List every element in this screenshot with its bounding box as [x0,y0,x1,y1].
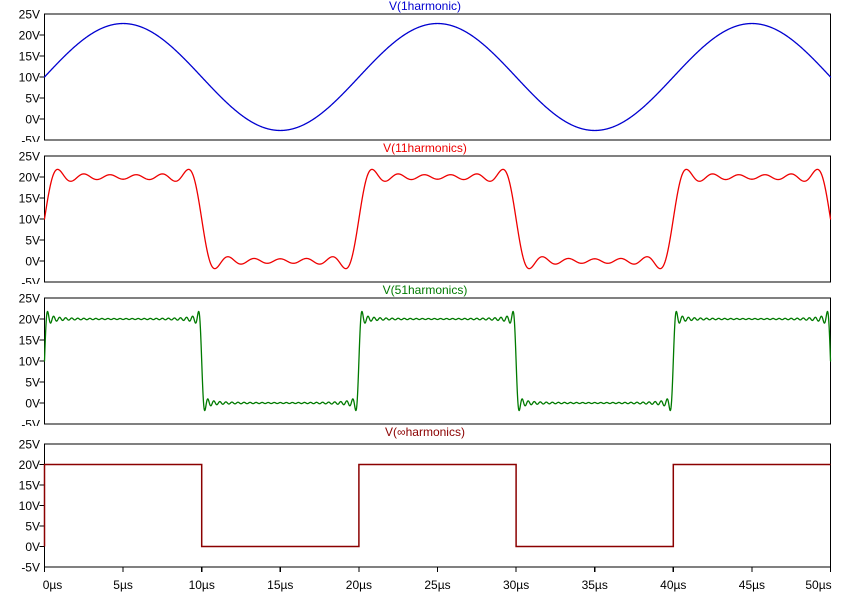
y-tick-label: 20V [19,29,40,43]
y-tick-label: -5V [21,418,40,427]
plot-title-51harmonics: V(51harmonics) [382,283,468,297]
plot-frame [43,443,832,568]
plot-canvas-1harmonic[interactable]: 25V 20V 15V 10V 5V 0V -5V [0,0,850,142]
plot-frame [43,297,832,425]
plot-svg-0: 25V 20V 15V 10V 5V 0V -5V [19,8,832,143]
x-tick-label: 40µs [660,578,686,592]
x-tick-label: 10µs [189,578,215,592]
plot-svg-2: 25V 20V 15V 10V 5V 0V -5V [19,292,832,427]
y-tick-label: 10V [19,355,40,369]
x-tick-label: 45µs [739,578,765,592]
y-tick-label: -5V [21,561,40,575]
x-axis-labels: 0µs 5µs 10µs 15µs 20µs 25µs 30µs 35µs 40µs 45µs 50… [0,576,850,602]
x-tick-label: 20µs [346,578,372,592]
plot-panel-11harmonics[interactable]: V(11harmonics) 25V 20V 15V 10V 5V 0V -5V [0,142,850,284]
y-tick-label: 15V [19,50,40,64]
y-tick-label: -5V [21,276,40,285]
x-tick-label: 50µs [805,578,831,592]
y-tick-label: 20V [19,458,40,472]
x-tick-label: 35µs [582,578,608,592]
y-tick-label: 25V [19,150,40,164]
plot-canvas-11harmonics[interactable]: 25V 20V 15V 10V 5V 0V -5V [0,142,850,284]
x-tick-label: 30µs [503,578,529,592]
plot-frame [43,13,832,141]
y-tick-label: 20V [19,171,40,185]
plot-svg-3: 25V 20V 15V 10V 5V 0V -5V [19,438,832,575]
plot-title-11harmonics: V(11harmonics) [383,141,467,155]
trace-V(51harmonics) [43,310,832,412]
y-tick-label: 10V [19,499,40,513]
y-tick-label: 25V [19,8,40,22]
y-tick-label: 0V [25,540,40,554]
y-tick-label: 10V [19,71,40,85]
plot-title-infharmonics: V(∞harmonics) [385,425,465,439]
y-tick-label: 5V [25,92,40,106]
x-tick-label: 15µs [267,578,293,592]
y-tick-label: 5V [25,520,40,534]
y-tick-label: 0V [25,113,40,127]
plot-frame [43,155,832,283]
y-tick-label: 20V [19,313,40,327]
y-tick-label: 15V [19,192,40,206]
x-tick-label: 5µs [113,578,133,592]
y-tick-label: 25V [19,438,40,452]
trace-V(11harmonics) [43,168,832,270]
x-tick-label: 0µs [43,578,63,592]
y-tick-label: 0V [25,397,40,411]
trace-V(1harmonic) [43,22,832,132]
plot-panel-51harmonics[interactable]: V(51harmonics) 25V 20V 15V 10V 5V 0V -5V [0,284,850,426]
y-tick-label: 5V [25,376,40,390]
y-tick-label: 10V [19,213,40,227]
x-axis-svg: 0µs 5µs 10µs 15µs 20µs 25µs 30µs 35µs 40µs 45µs 50… [43,578,832,592]
y-tick-label: 5V [25,234,40,248]
y-tick-label: 15V [19,479,40,493]
y-tick-label: 0V [25,255,40,269]
trace-V(∞harmonics) [43,463,831,548]
plot-svg-1: 25V 20V 15V 10V 5V 0V -5V [19,150,832,285]
y-tick-label: -5V [21,134,40,143]
plot-canvas-51harmonics[interactable]: 25V 20V 15V 10V 5V 0V -5V [0,284,850,426]
y-tick-label: 25V [19,292,40,306]
x-tick-label: 25µs [424,578,450,592]
y-tick-label: 15V [19,334,40,348]
plot-title-1harmonic: V(1harmonic) [388,0,462,13]
plot-panel-1harmonic[interactable]: V(1harmonic) 25V 20V 15V 10V 5V 0V -5V [0,0,850,142]
plot-canvas-infharmonics[interactable]: 25V 20V 15V 10V 5V 0V -5V [0,426,850,576]
plot-panel-infharmonics[interactable]: V(∞harmonics) 25V 20V 15V 10V 5V 0V -5V [0,426,850,576]
